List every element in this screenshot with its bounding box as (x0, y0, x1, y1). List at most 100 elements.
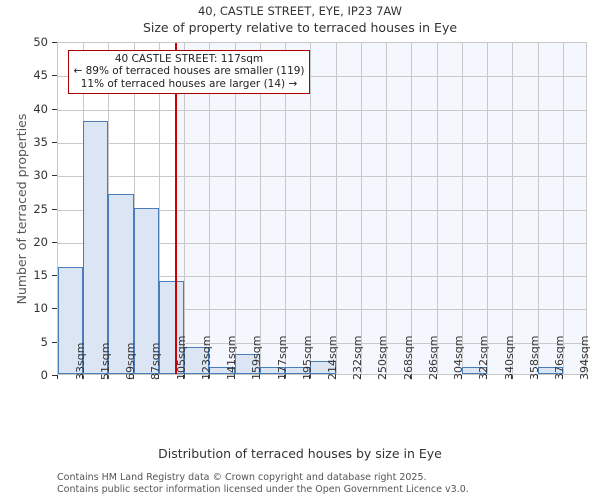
x-tick-mark (410, 375, 412, 379)
x-tick-label: 69sqm (124, 342, 138, 380)
x-tick-label: 376sqm (553, 335, 567, 380)
x-tick-label: 232sqm (351, 335, 365, 380)
y-tick-mark (52, 42, 57, 43)
x-tick-mark (157, 375, 159, 379)
gridline-horizontal (58, 242, 586, 244)
title-block: 40, CASTLE STREET, EYE, IP23 7AW Size of… (0, 4, 600, 36)
footer-attribution: Contains HM Land Registry data © Crown c… (57, 472, 577, 495)
x-axis-label: Distribution of terraced houses by size … (158, 446, 442, 461)
y-tick-mark (52, 341, 57, 343)
gridline-vertical (562, 43, 564, 374)
y-tick-label: 0 (40, 368, 48, 382)
histogram-bar (537, 367, 563, 374)
x-tick-mark (486, 375, 488, 379)
gridline-horizontal (58, 142, 586, 144)
histogram-bar (83, 120, 109, 374)
y-tick-label: 10 (33, 301, 48, 316)
gridline-horizontal (58, 276, 586, 278)
histogram-bar (209, 367, 235, 374)
x-tick-label: 195sqm (300, 335, 314, 380)
y-tick-mark (52, 241, 57, 243)
gridline-vertical (386, 43, 388, 374)
y-tick-label: 40 (33, 101, 48, 116)
x-tick-label: 322sqm (477, 335, 491, 380)
histogram-bar (184, 347, 210, 374)
y-tick-mark (52, 108, 57, 110)
x-tick-label: 394sqm (578, 335, 592, 380)
x-tick-mark (511, 375, 513, 379)
x-tick-mark (385, 375, 387, 379)
x-tick-mark (258, 375, 260, 379)
gridline-vertical (310, 43, 312, 374)
x-tick-mark (284, 375, 286, 379)
annotation-line-2: ← 89% of terraced houses are smaller (11… (73, 65, 305, 78)
y-tick-label: 50 (33, 35, 48, 49)
gridline-vertical (436, 43, 438, 374)
x-tick-label: 159sqm (250, 335, 264, 380)
gridline-vertical (184, 43, 186, 374)
y-tick-mark (52, 141, 57, 143)
x-tick-label: 286sqm (426, 335, 440, 380)
x-tick-mark (57, 375, 58, 379)
plot-area (57, 42, 587, 375)
y-tick-label: 25 (33, 201, 48, 216)
gridline-vertical (259, 43, 261, 374)
gridline-vertical (285, 43, 287, 374)
x-tick-label: 268sqm (401, 335, 415, 380)
x-tick-label: 105sqm (174, 335, 188, 380)
y-tick-label: 45 (33, 68, 48, 83)
y-tick-mark (52, 375, 57, 376)
x-tick-mark (460, 375, 462, 379)
chart-subtitle: Size of property relative to terraced ho… (142, 20, 458, 35)
x-tick-mark (208, 375, 210, 379)
y-tick-label: 5 (40, 334, 48, 349)
annotation-line-3: 11% of terraced houses are larger (14) → (80, 77, 298, 90)
x-tick-mark (132, 375, 134, 379)
histogram-bar (310, 360, 336, 374)
footer-line-2: Contains public sector information licen… (57, 483, 469, 495)
y-tick-mark (52, 308, 57, 310)
y-tick-mark (52, 208, 57, 210)
gridline-vertical (411, 43, 413, 374)
y-tick-mark (52, 175, 57, 177)
gridline-vertical (335, 43, 337, 374)
histogram-bar (461, 367, 488, 374)
x-tick-label: 214sqm (326, 335, 339, 380)
y-tick-label: 35 (33, 134, 48, 149)
histogram-bar (234, 354, 260, 374)
x-tick-label: 87sqm (149, 342, 163, 380)
property-marker-line (174, 43, 177, 374)
larger-properties-shading (175, 43, 586, 374)
x-tick-label: 358sqm (527, 335, 541, 380)
x-tick-mark (359, 375, 361, 379)
gridline-horizontal (58, 342, 586, 344)
x-tick-label: 177sqm (275, 335, 289, 380)
x-tick-mark (82, 375, 84, 379)
gridline-vertical (537, 43, 539, 374)
x-tick-mark (334, 375, 336, 379)
gridline-vertical (461, 43, 463, 374)
x-tick-mark (435, 375, 437, 379)
x-tick-label: 123sqm (199, 335, 213, 380)
histogram-bar (133, 207, 159, 374)
property-annotation-box: 40 CASTLE STREET: 117sqm ← 89% of terrac… (68, 50, 310, 94)
x-tick-mark (309, 375, 311, 379)
x-tick-mark (107, 375, 109, 379)
gridline-vertical (158, 43, 160, 374)
gridline-horizontal (58, 209, 586, 211)
x-tick-label: 33sqm (73, 342, 87, 380)
gridline-vertical (360, 43, 362, 374)
gridline-vertical (512, 43, 514, 374)
gridline-horizontal (58, 309, 586, 311)
x-tick-label: 141sqm (225, 335, 239, 380)
y-axis-label: Number of terraced properties (14, 113, 29, 304)
histogram-bar (285, 367, 311, 374)
y-tick-mark (52, 275, 57, 277)
gridline-horizontal (58, 76, 586, 78)
histogram-bar (259, 367, 286, 374)
x-tick-mark (561, 375, 563, 379)
y-tick-label: 30 (33, 168, 48, 183)
x-tick-mark (536, 375, 538, 379)
page-title: 40, CASTLE STREET, EYE, IP23 7AW (197, 4, 403, 18)
